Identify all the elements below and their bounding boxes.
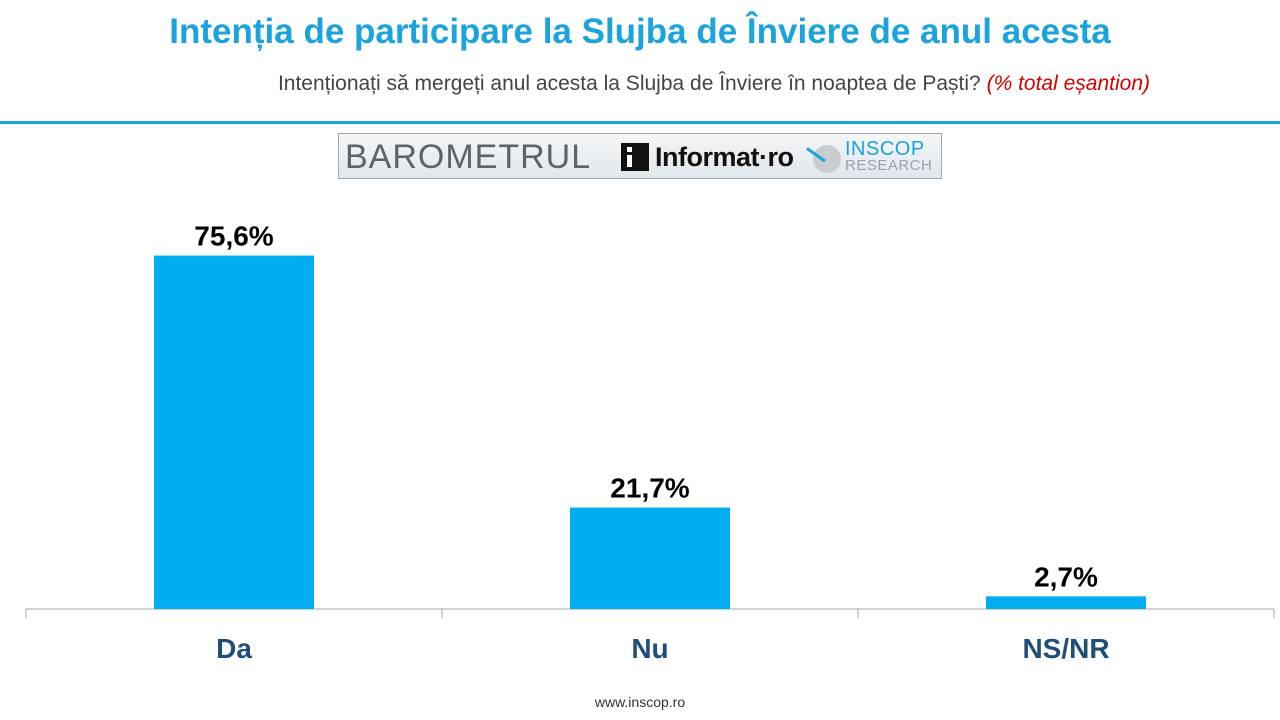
chart-title: Intenția de participare la Slujba de Înv…: [169, 12, 1111, 51]
inscop-logo-subtitle: RESEARCH: [845, 157, 933, 174]
inscop-logo-icon: [813, 145, 841, 173]
bar-da: [154, 255, 314, 609]
barometer-logo-banner: BAROMETRUL Informat·ro INSCOP RESEARCH: [338, 133, 942, 179]
category-label: Da: [216, 633, 252, 664]
category-label: NS/NR: [1022, 633, 1109, 664]
barometru-logo-text: BAROMETRUL: [345, 138, 592, 176]
header-divider: [0, 121, 1280, 124]
subtitle-question: Intenționați să mergeți anul acesta la S…: [277, 72, 981, 95]
informat-logo-icon: [621, 143, 649, 171]
category-label: Nu: [631, 633, 668, 664]
data-label: 2,7%: [1034, 561, 1098, 592]
inscop-logo-name: INSCOP: [845, 138, 925, 160]
data-label: 21,7%: [610, 473, 689, 504]
bar-ns-nr: [986, 596, 1146, 609]
bar-nu: [570, 507, 730, 609]
footer-url: www.inscop.ro: [594, 694, 686, 710]
data-label: 75,6%: [194, 221, 273, 252]
subtitle-note: (% total eșantion): [986, 72, 1150, 95]
chart-subtitle: Intenționați să mergeți anul acesta la S…: [278, 72, 1150, 96]
informat-logo-text: Informat·ro: [655, 142, 794, 172]
